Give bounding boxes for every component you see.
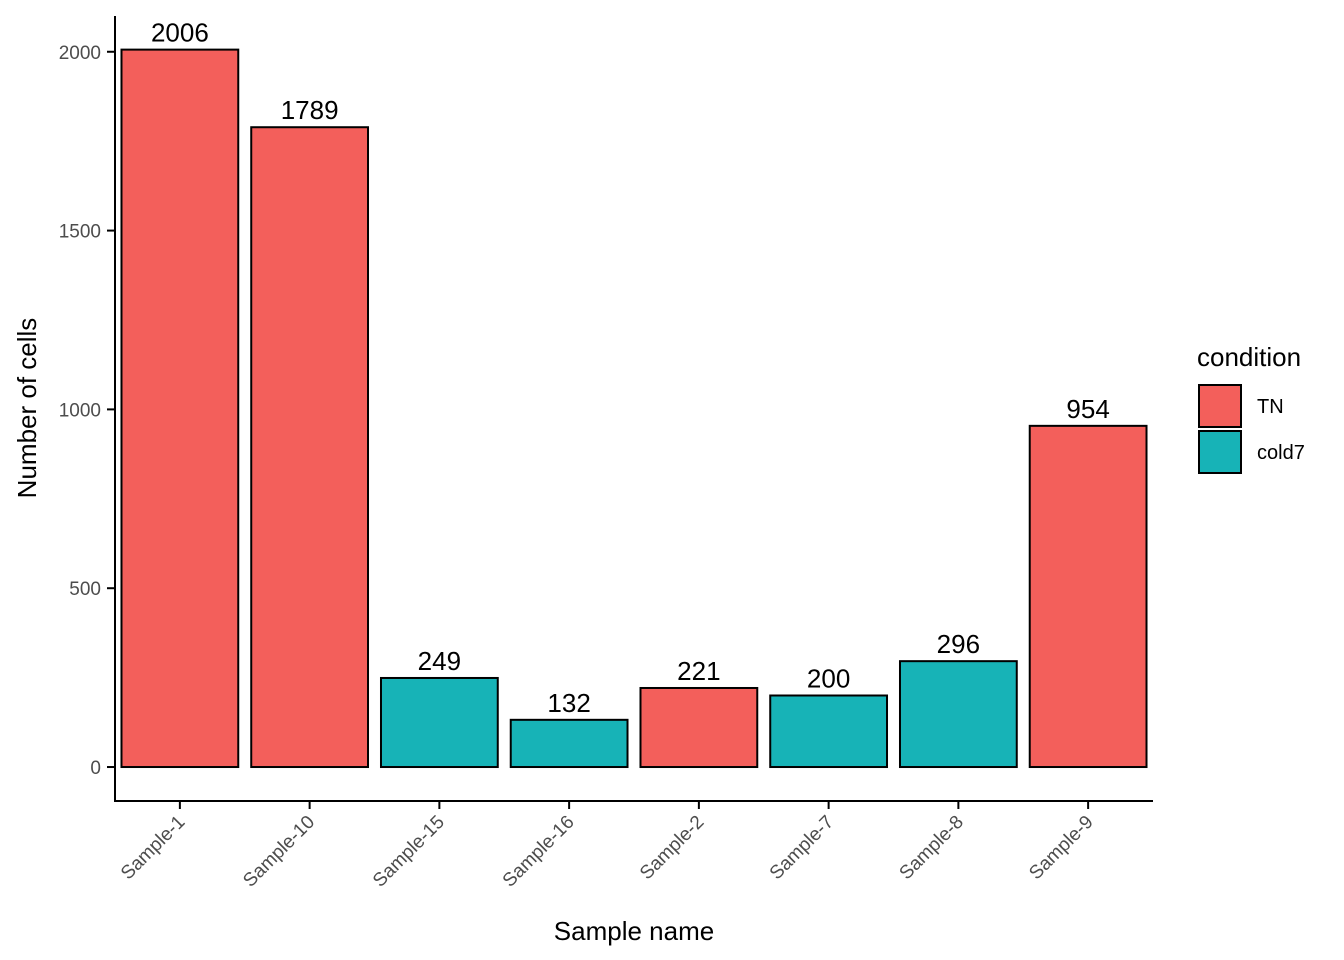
- bar-sample-2: [639, 686, 759, 769]
- x-ticks: Sample-1 Sample-10 Sample-15 Sample-16 Sampl…: [117, 801, 1098, 892]
- y-tick-label: 1500: [59, 222, 101, 243]
- legend-label-cold7: cold7: [1257, 442, 1305, 464]
- bar-sample-7: [769, 694, 889, 769]
- legend: condition TN cold7: [1197, 342, 1305, 474]
- bar-sample-15: [379, 676, 499, 769]
- x-tick-label: Sample-16: [499, 812, 579, 892]
- y-tick-label: 2000: [59, 43, 101, 64]
- x-tick-label: Sample-7: [766, 812, 838, 884]
- y-tick-label: 500: [69, 579, 101, 600]
- bar-sample-9: [1028, 424, 1148, 769]
- bars: [120, 48, 1148, 769]
- bar-sample-10: [250, 126, 370, 769]
- bar-value-label: 132: [547, 688, 590, 718]
- bar-value-label: 2006: [151, 18, 209, 48]
- y-ticks: 0 500 1000 1500 2000: [59, 43, 115, 779]
- bar-value-label: 954: [1066, 394, 1109, 424]
- bar-value-label: 200: [807, 663, 850, 693]
- bar-value-label: 221: [677, 656, 720, 686]
- legend-swatch-cold7: [1198, 430, 1242, 474]
- legend-label-tn: TN: [1257, 396, 1284, 418]
- bar-sample-16: [509, 718, 629, 769]
- x-tick-label: Sample-15: [369, 812, 449, 892]
- x-tick-label: Sample-8: [896, 812, 968, 884]
- bar-value-label: 1789: [281, 95, 339, 125]
- legend-swatch-tn: [1198, 384, 1242, 428]
- x-tick-label: Sample-1: [117, 812, 189, 884]
- bar-sample-1: [120, 48, 240, 769]
- bar-value-labels: 2006 1789 249 132 221 200 296 954: [151, 18, 1110, 718]
- y-axis-title: Number of cells: [12, 318, 42, 499]
- bar-sample-8: [898, 660, 1018, 769]
- bar-value-label: 249: [418, 646, 461, 676]
- x-tick-label: Sample-2: [636, 812, 708, 884]
- x-tick-label: Sample-10: [239, 812, 319, 892]
- legend-entries: TN cold7: [1198, 384, 1305, 474]
- bar-value-label: 296: [937, 629, 980, 659]
- x-axis-title: Sample name: [554, 916, 714, 946]
- y-tick-label: 1000: [59, 400, 101, 421]
- legend-title: condition: [1197, 342, 1301, 372]
- x-tick-label: Sample-9: [1025, 812, 1097, 884]
- y-tick-label: 0: [90, 758, 101, 779]
